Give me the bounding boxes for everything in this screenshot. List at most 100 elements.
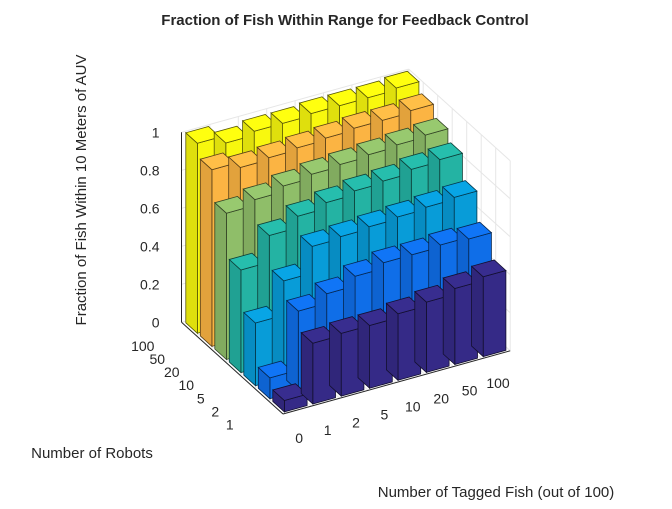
bar-top-face — [300, 325, 337, 344]
bar-top-face — [241, 114, 278, 132]
x-axis-label: Number of Tagged Fish (out of 100) — [378, 484, 615, 501]
bar-top-face — [342, 259, 379, 277]
y-tick-label: 2 — [211, 403, 219, 419]
bar-side-face — [357, 314, 371, 390]
bar-top-face — [270, 168, 307, 187]
y-tick-label: 1 — [226, 416, 234, 432]
bar-top-face — [313, 185, 350, 204]
z-axis-label: Fraction of Fish Within 10 Meters of AUV — [73, 55, 90, 326]
bar-side-face — [185, 131, 198, 335]
z-tick-label: 0.8 — [140, 162, 160, 178]
gridline — [408, 68, 511, 162]
bar-top-face — [242, 182, 279, 201]
bar-top-face — [228, 252, 265, 271]
bar-top-face — [213, 195, 250, 214]
bar-top-face — [298, 96, 335, 115]
bar-top-face — [412, 117, 449, 136]
bar-top-face — [442, 271, 479, 289]
y-tick-label: 50 — [150, 351, 166, 367]
bar-top-face — [355, 137, 392, 156]
bar-top-face — [385, 296, 422, 315]
y-axis-line — [181, 321, 284, 415]
bar-top-face — [441, 180, 478, 198]
y-tick-label: 5 — [197, 390, 205, 406]
bar-top-face — [328, 219, 365, 238]
bar-top-face — [227, 150, 264, 168]
bar-top-face — [371, 245, 408, 264]
y-tick-label: 100 — [131, 338, 155, 354]
x-tick-label: 10 — [405, 398, 421, 414]
x-tick-label: 1 — [324, 422, 332, 438]
z-tick-label: 0.4 — [140, 238, 160, 254]
chart-title: Fraction of Fish Within Range for Feedba… — [161, 12, 528, 29]
bar-top-face — [427, 142, 464, 161]
bar-top-face — [256, 140, 293, 159]
y-axis-label: Number of Robots — [31, 445, 153, 462]
bar-top-face — [341, 111, 378, 129]
bar-top-face — [470, 259, 507, 278]
bar-top-face — [369, 103, 406, 121]
bar-top-face — [398, 152, 435, 170]
bar-top-face — [398, 93, 435, 112]
bar-top-face — [285, 198, 322, 217]
bar-top-face — [271, 383, 308, 401]
bar-top-face — [326, 88, 363, 107]
bar-top-face — [199, 152, 236, 171]
bar-top-face — [327, 147, 364, 165]
bar-side-face — [286, 299, 299, 392]
bar-top-face — [357, 308, 394, 326]
bar-top-face — [242, 305, 279, 324]
bar-top-face — [413, 284, 450, 303]
bar-top-face — [184, 126, 221, 144]
bar-side-face — [243, 311, 256, 387]
bar-side-face — [471, 265, 484, 358]
bar-top-face — [314, 276, 351, 295]
x-tick-label: 0 — [295, 430, 303, 446]
bar-side-face — [414, 290, 427, 374]
x-tick-label: 5 — [381, 406, 389, 422]
bar-top-face — [299, 229, 336, 247]
bar-side-face — [329, 321, 342, 398]
bar-top-face — [299, 157, 336, 175]
bar-top-face — [355, 80, 392, 99]
x-tick-label: 50 — [462, 383, 478, 399]
bar-top-face — [213, 125, 250, 144]
bar-side-face — [442, 277, 456, 366]
z-tick-label: 0 — [152, 314, 160, 330]
y-tick-label: 20 — [164, 364, 180, 380]
bar — [300, 325, 337, 405]
bar-top-face — [356, 209, 393, 228]
bar — [470, 259, 507, 358]
z-tick-label: 0.6 — [140, 200, 160, 216]
bar-top-face — [270, 106, 307, 124]
bar-top-face — [285, 293, 322, 312]
y-tick-label: 10 — [179, 377, 195, 393]
bar-top-face — [413, 189, 450, 208]
bar — [271, 383, 308, 413]
bar-top-face — [383, 70, 420, 89]
z-tick-label: 0.2 — [140, 276, 160, 292]
bar-top-face — [257, 360, 294, 379]
bar-top-face — [284, 130, 321, 149]
bar-top-face — [384, 199, 421, 218]
bar-side-face — [300, 331, 314, 405]
bar-top-face — [313, 120, 350, 139]
x-axis-line — [282, 350, 511, 415]
bar-side-face — [214, 201, 227, 361]
z-tick-label: 1 — [152, 124, 160, 140]
bar-side-face — [228, 258, 242, 374]
bar-top-face — [271, 263, 308, 282]
x-tick-label: 20 — [433, 391, 449, 407]
bars — [184, 70, 507, 413]
bar-top-face — [256, 218, 293, 236]
bar-front-face — [482, 269, 507, 358]
bar-top-face — [427, 227, 464, 246]
bar-top-face — [456, 221, 493, 240]
x-tick-label: 2 — [352, 414, 360, 430]
bar-top-face — [342, 173, 379, 192]
bar-side-face — [199, 158, 213, 348]
bar-top-face — [328, 316, 365, 334]
